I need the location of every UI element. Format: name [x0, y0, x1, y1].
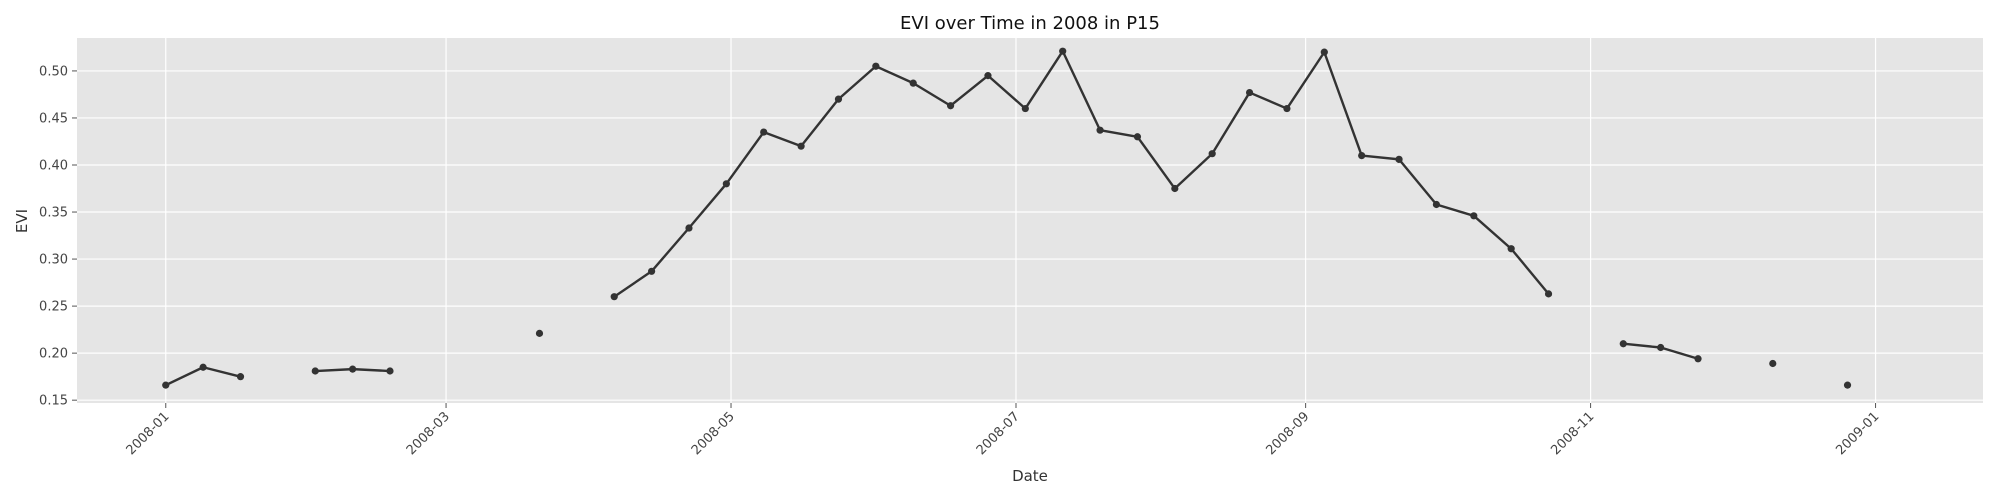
evi-data-point: [1657, 343, 1665, 352]
x-tick-label: 2008-11: [1548, 409, 1597, 458]
evi-data-point: [648, 267, 656, 275]
evi-data-point: [1320, 48, 1328, 56]
evi-data-point: [535, 329, 544, 337]
evi-data-point: [1171, 184, 1179, 193]
y-axis-label: EVI: [13, 209, 31, 233]
y-tick-label: 0.40: [39, 158, 68, 173]
evi-data-point: [199, 363, 207, 371]
evi-data-point: [1507, 245, 1515, 253]
y-tick-label: 0.20: [39, 347, 68, 362]
evi-data-point: [1769, 359, 1777, 368]
evi-data-point: [311, 367, 319, 375]
evi-data-point: [1021, 104, 1029, 113]
evi-data-point: [1544, 290, 1553, 298]
evi-data-point: [1245, 88, 1254, 97]
evi-data-point: [1283, 104, 1291, 113]
evi-data-point: [797, 142, 805, 150]
evi-data-point: [1395, 155, 1403, 163]
chart-title: EVI over Time in 2008 in P15: [900, 13, 1160, 34]
y-tick-label: 0.45: [39, 111, 68, 126]
evi-data-point: [984, 72, 992, 80]
evi-data-point: [610, 293, 618, 301]
evi-data-point: [685, 224, 693, 232]
evi-data-point: [1059, 47, 1067, 55]
evi-data-point: [909, 79, 917, 87]
y-tick-label: 0.30: [39, 253, 68, 268]
evi-data-point: [1432, 200, 1441, 209]
x-tick-label: 2008-01: [124, 409, 173, 458]
evi-data-point: [1694, 355, 1702, 363]
x-axis-label: Date: [1012, 467, 1048, 485]
evi-data-point: [1843, 381, 1852, 389]
y-axis-ticks: 0.15 0.20 0.25 0.30 0.35 0.40 0.45 0.50: [39, 64, 77, 409]
evi-data-point: [1096, 126, 1104, 134]
x-tick-label: 2008-05: [689, 409, 738, 458]
evi-data-point: [834, 95, 843, 103]
evi-data-point: [872, 62, 880, 70]
evi-data-point: [1208, 150, 1216, 158]
evi-data-point: [1619, 340, 1627, 348]
evi-data-point: [722, 180, 730, 188]
evi-data-point: [1358, 151, 1366, 160]
plot-area: [77, 38, 1983, 403]
evi-data-point: [1133, 133, 1142, 141]
x-tick-label: 2008-07: [974, 409, 1023, 458]
evi-data-point: [162, 381, 170, 389]
x-tick-label: 2009-01: [1833, 409, 1882, 458]
y-tick-label: 0.15: [39, 394, 68, 409]
evi-data-point: [349, 365, 357, 373]
y-tick-label: 0.50: [39, 64, 68, 79]
y-tick-label: 0.25: [39, 300, 68, 315]
x-tick-label: 2008-03: [404, 409, 453, 458]
evi-data-point: [760, 128, 768, 136]
x-axis-ticks: 2008-01 2008-03 2008-05 2008-07 2008-09 2008-…: [124, 403, 1882, 458]
evi-data-point: [1470, 212, 1478, 220]
evi-data-point: [236, 373, 245, 381]
evi-data-point: [386, 367, 394, 375]
evi-line-segment: [613, 49, 1550, 298]
evi-data-point: [946, 102, 955, 110]
series-layer: [162, 47, 1852, 389]
y-tick-label: 0.35: [39, 206, 68, 221]
x-tick-label: 2008-09: [1263, 409, 1312, 458]
